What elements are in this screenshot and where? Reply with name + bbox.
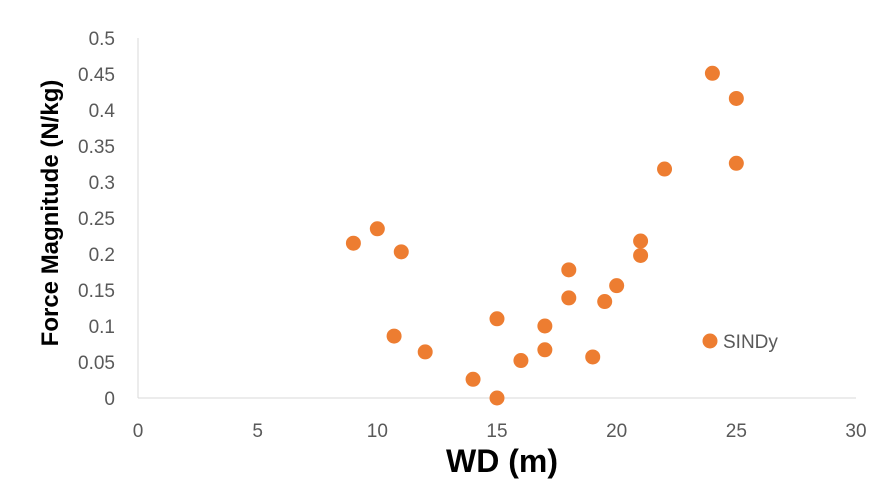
data-point [609, 278, 625, 294]
data-point [704, 65, 720, 81]
x-axis-title: WD (m) [446, 443, 558, 479]
x-tick-label: 20 [606, 421, 627, 442]
y-tick-label: 0.15 [78, 281, 115, 302]
x-tick-label: 25 [726, 421, 747, 442]
data-point [633, 247, 649, 263]
data-point [585, 349, 601, 365]
x-tick-label: 5 [252, 421, 263, 442]
data-point [561, 290, 577, 306]
x-tick-labels: 0 5 10 15 20 25 30 [133, 421, 867, 442]
y-tick-label: 0.25 [78, 209, 115, 230]
data-point [561, 262, 577, 278]
x-tick-label: 10 [367, 421, 388, 442]
x-tick-label: 15 [486, 421, 507, 442]
data-point [537, 342, 553, 358]
y-tick-label: 0.45 [78, 65, 115, 86]
data-point [537, 318, 553, 334]
data-point [728, 155, 744, 171]
data-point [657, 161, 673, 177]
y-tick-label: 0.35 [78, 137, 115, 158]
y-tick-labels: 0 0.05 0.1 0.15 0.2 0.25 0.3 0.35 0.4 0.45 0.5 [78, 29, 115, 410]
data-point [597, 294, 613, 310]
data-point [417, 344, 433, 360]
data-point [345, 235, 361, 251]
y-tick-label: 0.2 [89, 245, 115, 266]
y-tick-label: 0.1 [89, 317, 115, 338]
y-axis-title: Force Magnitude (N/kg) [37, 80, 64, 347]
x-tick-label: 30 [845, 421, 866, 442]
legend-label-sindy: SINDy [723, 332, 778, 353]
data-point [513, 353, 529, 369]
y-tick-label: 0.4 [89, 101, 116, 122]
data-point [728, 90, 744, 106]
y-tick-label: 0 [104, 389, 115, 410]
data-point [489, 311, 505, 327]
data-point [465, 371, 481, 387]
x-tick-label: 0 [133, 421, 144, 442]
data-point [393, 244, 409, 260]
y-tick-label: 0.3 [89, 173, 115, 194]
legend: SINDy [702, 332, 778, 353]
legend-marker-sindy [702, 333, 718, 349]
y-tick-label: 0.05 [78, 353, 115, 374]
data-point [489, 390, 505, 406]
series-sindy [345, 65, 744, 406]
data-point [369, 221, 385, 237]
data-point [633, 233, 649, 249]
data-point [386, 328, 402, 344]
y-tick-label: 0.5 [89, 29, 115, 50]
